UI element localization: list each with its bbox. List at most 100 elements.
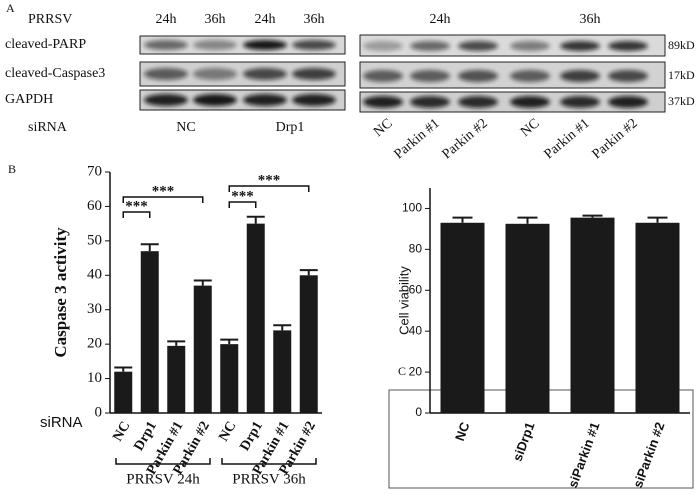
y-axis-label: Caspase 3 activity — [51, 227, 70, 358]
blot-band — [458, 96, 498, 108]
y-axis-label: Cell viability — [396, 266, 411, 335]
size-label: 37kD — [668, 94, 695, 108]
error-bar — [582, 214, 603, 218]
blot-band — [510, 41, 550, 51]
y-tick-label: 100 — [402, 201, 422, 215]
blot-bands — [144, 40, 648, 108]
y-tick-label: 50 — [87, 232, 102, 248]
y-tick-label: 20 — [409, 364, 423, 378]
time-label: 24h — [156, 12, 177, 27]
x-tick-label: siDrp1 — [510, 420, 538, 463]
y-tick-label: 40 — [87, 267, 102, 283]
significance-bracket — [122, 196, 204, 203]
blot-band — [608, 41, 648, 51]
y-tick-label: 70 — [87, 163, 102, 179]
blot-band — [410, 41, 450, 51]
y-tick-label: 60 — [87, 198, 102, 214]
blot-band — [193, 40, 237, 50]
error-bar — [193, 279, 212, 286]
lane-label: Parkin #2 — [440, 116, 491, 162]
bar — [246, 223, 265, 413]
blot-band — [292, 68, 336, 80]
blot-band — [144, 68, 188, 80]
error-bar — [517, 216, 538, 224]
blot-band — [410, 70, 450, 82]
x-tick-label: NC — [110, 419, 133, 444]
blot-band — [458, 41, 498, 51]
lane-label: Parkin #2 — [590, 116, 641, 162]
bar — [140, 251, 159, 413]
y-tick-label: 0 — [95, 404, 103, 420]
group-label: Drp1 — [276, 120, 305, 135]
blot-band — [560, 70, 600, 82]
blot-band — [144, 40, 188, 50]
blot-band — [560, 96, 600, 108]
error-bar — [452, 216, 473, 223]
blot-band — [458, 70, 498, 82]
row-label: cleaved-Caspase3 — [5, 66, 105, 81]
error-bar — [114, 366, 133, 372]
group-label: PRRSV 36h — [232, 471, 306, 487]
blot-band — [243, 40, 287, 50]
time-label: 24h — [255, 12, 276, 27]
error-bar — [246, 215, 265, 224]
bar — [167, 345, 186, 413]
error-bar — [220, 338, 239, 345]
blot-strip — [139, 35, 346, 55]
bar — [505, 223, 550, 413]
group-label: PRRSV 24h — [126, 471, 200, 487]
blot-band — [410, 96, 450, 108]
blot-band — [363, 96, 403, 108]
significance-bracket — [122, 211, 151, 218]
error-bar — [140, 243, 159, 252]
significance-label: *** — [258, 172, 281, 188]
size-label: 17kD — [668, 68, 695, 82]
lane-label: NC — [371, 116, 396, 140]
bar — [220, 344, 239, 413]
lane-label: Parkin #1 — [392, 116, 443, 162]
significance-label: *** — [125, 198, 148, 214]
blot-strip — [139, 89, 346, 111]
blot-band — [608, 96, 648, 108]
blot-band — [363, 41, 403, 51]
size-label: 89kD — [668, 38, 695, 52]
significance-bracket — [228, 185, 310, 192]
x-tick-label: siParkin #2 — [630, 420, 668, 490]
blot-band — [560, 41, 600, 51]
blot-band — [193, 94, 237, 106]
x-tick-label: NC — [452, 420, 473, 443]
panel-label: B — [8, 162, 16, 176]
panel-label: C — [398, 364, 406, 378]
y-tick-label: 20 — [87, 336, 102, 352]
blot-band — [243, 94, 287, 106]
x-tick-label: NC — [216, 419, 239, 444]
significance-label: *** — [152, 183, 175, 199]
significance-bracket — [228, 201, 257, 208]
y-tick-label: 10 — [87, 370, 102, 386]
row-label: cleaved-PARP — [5, 37, 86, 52]
bar — [440, 222, 485, 413]
bar — [570, 217, 615, 413]
lane-label: NC — [518, 116, 543, 140]
group-label: NC — [176, 120, 195, 135]
blot-band — [292, 40, 336, 50]
panel-label: A — [6, 1, 15, 15]
row-label: GAPDH — [5, 92, 53, 107]
time-label: 36h — [580, 12, 601, 27]
bar — [299, 275, 318, 413]
bar — [273, 330, 292, 413]
bar — [193, 285, 212, 413]
significance-label: *** — [231, 188, 254, 204]
time-label: 36h — [304, 12, 325, 27]
x-tick-label: siParkin #1 — [565, 420, 603, 490]
y-tick-label: 30 — [87, 301, 102, 317]
error-bar — [167, 340, 186, 346]
y-tick-label: 40 — [409, 323, 423, 337]
time-label: 36h — [205, 12, 226, 27]
y-tick-label: 0 — [415, 405, 422, 419]
group-bracket — [221, 458, 317, 465]
sirna-label: siRNA — [28, 120, 68, 135]
error-bar — [647, 216, 668, 223]
blot-band — [193, 68, 237, 80]
